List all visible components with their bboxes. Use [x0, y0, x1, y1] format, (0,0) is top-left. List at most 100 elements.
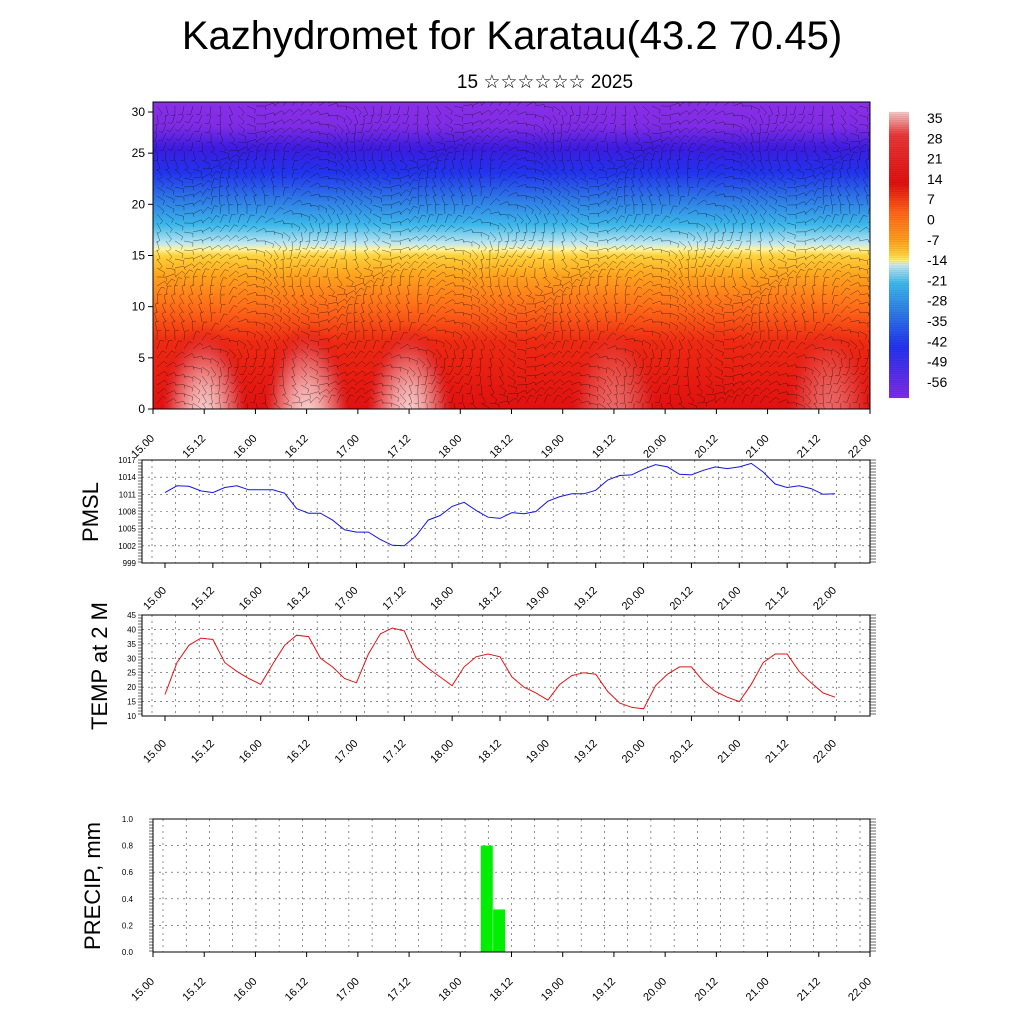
- colorbar-label: -35: [927, 313, 947, 329]
- cross-section-x-axis: 15.00 15.12 16.00 16.12 17.00 17.12 18.00 18.12…: [129, 409, 874, 461]
- cross-section-heatmap: [153, 102, 870, 409]
- colorbar-ramp: [889, 112, 909, 398]
- x-tick-label: 15.00: [141, 738, 169, 766]
- pmsl-grid: [142, 459, 870, 564]
- x-tick-label: 21.12: [763, 738, 791, 766]
- x-tick-label: 20.12: [693, 433, 721, 461]
- y-tick-label: 1017: [118, 456, 136, 465]
- y-tick-label: 1011: [119, 490, 137, 499]
- x-tick-label: 20.12: [668, 738, 696, 766]
- y-tick-label: 35: [127, 640, 136, 649]
- x-tick-label: 16.12: [283, 976, 311, 1004]
- x-tick-label: 15.00: [141, 585, 169, 613]
- x-tick-label: 17.00: [333, 585, 361, 613]
- x-tick-label: 19.12: [590, 976, 618, 1004]
- x-tick-label: 18.00: [436, 433, 464, 461]
- x-tick-label: 20.00: [620, 585, 648, 613]
- x-tick-label: 15.12: [189, 585, 217, 613]
- colorbar-label: 0: [927, 212, 935, 228]
- wind-barb-field: [153, 102, 870, 409]
- x-tick-label: 18.00: [428, 585, 456, 613]
- pmsl-x-axis: 15.00 15.12 16.00 16.12 17.00 17.12 18.00 18.12…: [141, 563, 839, 613]
- x-tick-label: 15.12: [189, 738, 217, 766]
- precip-y-axis: 1.0 0.8 0.6 0.4 0.2 0.0: [122, 815, 876, 957]
- temp-grid: [142, 614, 870, 717]
- x-tick-label: 19.00: [539, 976, 567, 1004]
- y-tick-label: 0.2: [122, 921, 134, 930]
- x-tick-label: 18.12: [488, 976, 516, 1004]
- x-tick-label: 18.00: [428, 738, 456, 766]
- precip-panel: 1.00.80.60.40.20.0 15.00 15.12 16.00 16.12 1…: [80, 815, 876, 1004]
- y-tick-label: 30: [127, 654, 136, 663]
- x-tick-label: 22.00: [846, 976, 874, 1004]
- x-tick-label: 17.00: [334, 433, 362, 461]
- pmsl-y-label: PMSL: [78, 482, 103, 542]
- wind-barbs: [153, 102, 870, 409]
- x-tick-label: 21.00: [744, 976, 772, 1004]
- x-tick-label: 18.12: [476, 585, 504, 613]
- colorbar-label: 21: [927, 151, 943, 167]
- precip-grid: [153, 818, 870, 953]
- x-tick-label: 17.12: [385, 976, 413, 1004]
- colorbar-label: -49: [927, 354, 947, 370]
- x-tick-label: 19.00: [524, 738, 552, 766]
- heat-core: [571, 299, 656, 409]
- colorbar-label: -42: [927, 333, 947, 349]
- y-tick-label: 1014: [118, 473, 136, 482]
- colorbar-label: -21: [927, 272, 947, 288]
- x-tick-label: 17.00: [333, 738, 361, 766]
- cross-section-y-axis: 0 5 10 15 20 25 30: [132, 105, 153, 416]
- y-tick-label: 5: [138, 351, 145, 365]
- y-tick-label: 30: [132, 105, 146, 119]
- x-tick-label: 19.12: [572, 738, 600, 766]
- y-tick-label: 25: [127, 669, 136, 678]
- temp-line: [164, 627, 836, 710]
- y-tick-label: 999: [123, 559, 137, 568]
- x-tick-label: 20.12: [668, 585, 696, 613]
- x-tick-label: 15.12: [180, 433, 208, 461]
- x-tick-label: 17.12: [380, 585, 408, 613]
- colorbar: 35 28 21 14 7 0 -7 -14 -21 -28 -35 -42 -49 -56: [889, 110, 947, 399]
- colorbar-label: -28: [927, 293, 947, 309]
- pmsl-line: [164, 462, 836, 547]
- x-tick-label: 16.00: [237, 738, 265, 766]
- y-tick-label: 15: [127, 698, 136, 707]
- y-tick-label: 20: [132, 197, 146, 211]
- x-tick-label: 16.12: [283, 433, 311, 461]
- temp-x-axis: 15.00 15.12 16.00 16.12 17.00 17.12 18.00 18.12…: [141, 716, 839, 766]
- x-tick-label: 20.00: [641, 433, 669, 461]
- x-tick-label: 20.00: [620, 738, 648, 766]
- y-tick-label: 10: [127, 712, 136, 721]
- temp-y-axis: 45 40 35 30 25 20 15 10: [127, 611, 876, 721]
- x-tick-label: 16.00: [232, 976, 260, 1004]
- y-tick-label: 40: [127, 625, 136, 634]
- x-tick-label: 18.12: [488, 433, 516, 461]
- colorbar-separators: [889, 111, 909, 399]
- x-tick-label: 16.00: [237, 585, 265, 613]
- precip-bars: [480, 845, 506, 952]
- x-tick-label: 21.00: [715, 738, 743, 766]
- page-title: Kazhydromet for Karatau(43.2 70.45): [181, 14, 843, 58]
- precip-y-label: PRECIP, mm: [80, 822, 105, 950]
- pmsl-frame: [141, 459, 871, 564]
- x-tick-label: 21.00: [715, 585, 743, 613]
- colorbar-label: 14: [927, 171, 943, 187]
- x-tick-label: 19.12: [572, 585, 600, 613]
- colorbar-label: 35: [927, 110, 943, 126]
- x-tick-label: 20.12: [693, 976, 721, 1004]
- y-tick-label: 0.6: [122, 868, 134, 877]
- x-tick-label: 21.12: [763, 585, 791, 613]
- precip-x-axis: 15.00 15.12 16.00 16.12 17.00 17.12 18.00 18.12…: [129, 952, 874, 1004]
- temp-frame: [141, 614, 871, 717]
- temp-series: [164, 627, 836, 710]
- x-tick-label: 18.12: [476, 738, 504, 766]
- page-subtitle: 15 ☆☆☆☆☆☆ 2025: [456, 72, 634, 93]
- x-tick-label: 21.12: [795, 433, 823, 461]
- pmsl-y-axis: 1017 1014 1011 1008 1005 1002 999: [118, 456, 876, 568]
- x-tick-label: 22.00: [846, 433, 874, 461]
- x-tick-label: 21.00: [744, 433, 772, 461]
- temp-y-label: TEMP at 2 M: [87, 602, 112, 730]
- y-tick-label: 1005: [118, 525, 136, 534]
- colorbar-label: -56: [927, 374, 947, 390]
